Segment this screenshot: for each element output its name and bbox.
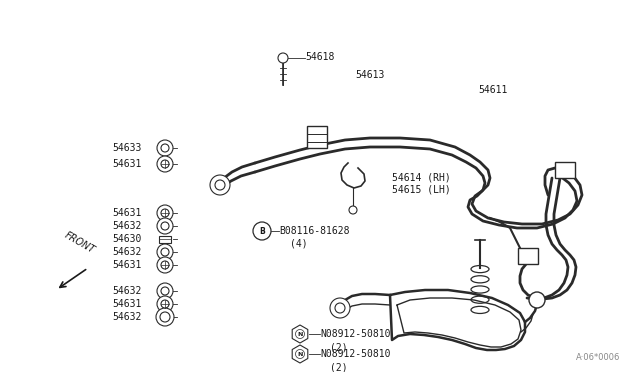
- Text: 54631: 54631: [112, 299, 141, 309]
- Circle shape: [161, 222, 169, 230]
- Circle shape: [161, 287, 169, 295]
- Circle shape: [330, 298, 350, 318]
- Circle shape: [157, 257, 173, 273]
- Text: 54615 (LH): 54615 (LH): [392, 185, 451, 195]
- Circle shape: [296, 350, 305, 359]
- Circle shape: [278, 53, 288, 63]
- Circle shape: [161, 248, 169, 256]
- Circle shape: [160, 312, 170, 322]
- Bar: [518, 248, 538, 264]
- Text: 54613: 54613: [355, 70, 385, 80]
- Circle shape: [161, 300, 169, 308]
- Text: N: N: [298, 331, 303, 337]
- Text: 54611: 54611: [478, 85, 508, 95]
- Circle shape: [157, 205, 173, 221]
- Text: 54631: 54631: [112, 208, 141, 218]
- Circle shape: [157, 296, 173, 312]
- Circle shape: [335, 303, 345, 313]
- Polygon shape: [292, 325, 308, 343]
- Text: 54632: 54632: [112, 312, 141, 322]
- Circle shape: [349, 206, 357, 214]
- Text: B: B: [259, 227, 265, 235]
- Text: 54631: 54631: [112, 260, 141, 270]
- Circle shape: [253, 222, 271, 240]
- Text: 54632: 54632: [112, 247, 141, 257]
- Circle shape: [157, 140, 173, 156]
- Circle shape: [161, 160, 169, 168]
- Circle shape: [161, 144, 169, 152]
- Circle shape: [157, 156, 173, 172]
- Circle shape: [157, 283, 173, 299]
- Bar: [159, 235, 171, 243]
- Text: 54630: 54630: [112, 234, 141, 244]
- Bar: [555, 162, 575, 178]
- Text: 54632: 54632: [112, 286, 141, 296]
- Circle shape: [529, 292, 545, 308]
- Text: 54631: 54631: [112, 159, 141, 169]
- Text: (2): (2): [330, 342, 348, 352]
- Text: N08912-50810: N08912-50810: [320, 349, 390, 359]
- Circle shape: [156, 308, 174, 326]
- Polygon shape: [292, 345, 308, 363]
- Circle shape: [296, 330, 305, 339]
- Text: 54618: 54618: [305, 52, 334, 62]
- Text: B08116-81628: B08116-81628: [279, 226, 349, 236]
- Text: FRONT: FRONT: [63, 230, 97, 255]
- Text: (2): (2): [330, 362, 348, 372]
- Circle shape: [215, 180, 225, 190]
- Circle shape: [161, 209, 169, 217]
- Text: A·06*0006: A·06*0006: [575, 353, 620, 362]
- Text: 54614 (RH): 54614 (RH): [392, 172, 451, 182]
- Circle shape: [157, 244, 173, 260]
- Circle shape: [210, 175, 230, 195]
- Text: 54632: 54632: [112, 221, 141, 231]
- Text: N08912-50810: N08912-50810: [320, 329, 390, 339]
- Text: (4): (4): [290, 239, 308, 249]
- Circle shape: [161, 261, 169, 269]
- Bar: [307, 126, 327, 148]
- Circle shape: [157, 218, 173, 234]
- Text: 54633: 54633: [112, 143, 141, 153]
- Text: N: N: [298, 352, 303, 356]
